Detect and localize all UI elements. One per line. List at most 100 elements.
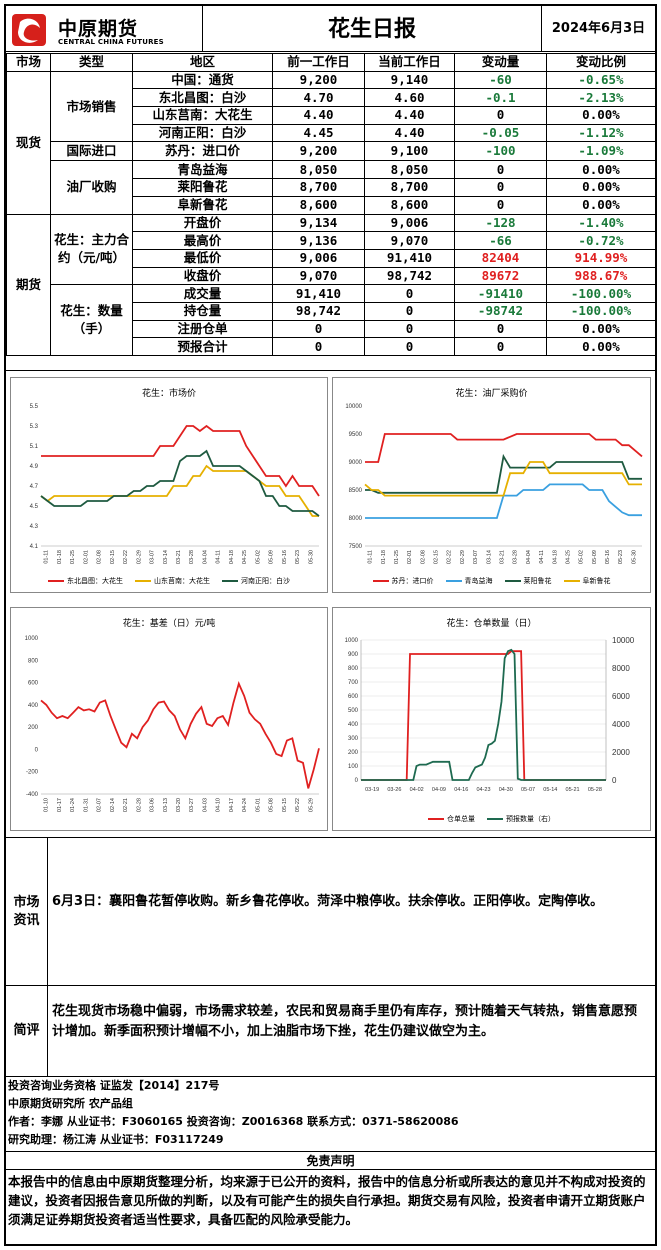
curr-value-cell: 9,006	[364, 213, 455, 233]
legend-swatch	[372, 580, 389, 583]
chart-title: 花生：仓单数量（日）	[446, 618, 537, 628]
curr-value-cell: 4.40	[364, 123, 455, 143]
prev-value-cell: 91,410	[272, 284, 365, 303]
curr-value-cell: 8,700	[364, 178, 455, 197]
x-tick-label: 02-14	[110, 798, 116, 812]
y-tick-label: 400	[28, 703, 39, 709]
prev-value-cell: 4.70	[272, 88, 365, 108]
x-tick-label: 04-18	[229, 550, 235, 564]
legend-label: 山东莒南：大花生	[154, 578, 210, 585]
chart-title: 花生：市场价	[141, 388, 196, 398]
y-tick-label: 400	[348, 722, 359, 728]
report-page: 中原期货 CENTRAL CHINA FUTURES 花生日报 2024年6月3…	[4, 4, 657, 1246]
y-tick-label: 7500	[349, 544, 363, 550]
change-pct-cell: -1.40%	[546, 213, 656, 233]
y-tick-label: 200	[348, 750, 359, 756]
change-pct-cell: -2.13%	[546, 88, 656, 108]
x-tick-label: 05-15	[282, 798, 288, 812]
x-tick-label: 03-13	[163, 798, 169, 812]
logo-icon	[12, 14, 46, 46]
y-tick-label: 5.1	[30, 444, 39, 450]
region-cell: 阜新鲁花	[132, 195, 273, 215]
legend-item: 预报数量（右）	[487, 814, 555, 824]
legend-label: 东北昌图：大花生	[67, 578, 123, 585]
change-cell: 0	[454, 337, 547, 356]
x-tick-label: 05-09	[269, 550, 275, 564]
x-tick-label: 04-10	[216, 798, 222, 812]
y2-tick-label: 10000	[612, 636, 635, 645]
x-tick-label: 02-28	[136, 798, 142, 812]
y-tick-label: 900	[348, 652, 359, 658]
change-cell: 89672	[454, 266, 547, 286]
legend-swatch	[445, 580, 462, 583]
change-cell: -0.05	[454, 123, 547, 143]
prev-value-cell: 0	[272, 337, 365, 356]
x-tick-label: 05-21	[566, 787, 580, 793]
legend-swatch	[563, 580, 580, 583]
section-label: 花生：主力合约（元/吨）	[50, 213, 133, 286]
curr-value-cell: 8,050	[364, 160, 455, 180]
report-date: 2024年6月3日	[551, 21, 646, 36]
header-cell: 变动比例	[546, 53, 656, 72]
x-tick-label: 03-28	[189, 550, 195, 564]
x-tick-label: 05-23	[618, 550, 624, 564]
legend-item: 山东莒南：大花生	[135, 576, 210, 586]
region-cell: 最高价	[132, 231, 273, 250]
y-tick-label: 800	[28, 658, 39, 664]
region-cell: 注册仓单	[132, 319, 273, 339]
oil-mill-price-chart: 花生：油厂采购价 10000 9500 9000 8500 8000 7500 01-11 0…	[332, 377, 651, 593]
change-cell: -0.1	[454, 88, 547, 108]
header-cell: 类型	[50, 53, 133, 72]
table-row: 河南正阳：白沙 4.45 4.40 -0.05 -1.12%	[7, 123, 656, 143]
change-cell: -100	[454, 141, 547, 162]
author-line: 作者：李娜 从业证书：F3060165 投资咨询：Z0016368 联系方式：0…	[8, 1115, 459, 1128]
x-tick-label: 01-11	[368, 550, 374, 564]
x-tick-label: 05-08	[269, 798, 275, 812]
section-label: 期货	[6, 213, 51, 356]
x-tick-label: 05-16	[282, 550, 288, 564]
x-tick-label: 01-17	[57, 798, 63, 812]
series-line	[40, 464, 319, 517]
x-tick-label: 04-02	[410, 787, 424, 793]
section-label: 市场销售	[50, 70, 133, 143]
disclaimer-text: 本报告中的信息由中原期货整理分析，均来源于已公开的资料，报告中的信息分析或所表达…	[6, 1169, 655, 1231]
change-cell: 0	[454, 178, 547, 197]
series-line	[40, 681, 320, 789]
chart-plot: 1000 800 600 400 200 0 -200 -400 01-10 01-17 01-24…	[25, 636, 320, 812]
y-tick-label: 100	[348, 764, 359, 770]
y-tick-label: 600	[28, 681, 39, 687]
legend-label: 河南正阳：白沙	[241, 578, 290, 585]
x-tick-label: 04-03	[202, 798, 208, 812]
region-cell: 莱阳鲁花	[132, 178, 273, 197]
series-line	[364, 461, 642, 497]
x-tick-label: 02-29	[136, 550, 142, 564]
report-title: 花生日报	[202, 6, 542, 52]
x-tick-label: 05-16	[605, 550, 611, 564]
series-line	[365, 433, 643, 463]
y-tick-label: 10000	[345, 404, 362, 410]
change-cell: -91410	[454, 284, 547, 303]
y-tick-label: 1000	[25, 636, 39, 642]
prev-value-cell: 9,136	[272, 231, 365, 250]
legend-item: 阜新鲁花	[563, 576, 611, 586]
change-pct-cell: 914.99%	[546, 248, 656, 268]
x-tick-label: 02-08	[420, 550, 426, 564]
region-cell: 青岛益海	[132, 160, 273, 180]
series-line	[361, 648, 606, 781]
change-pct-cell: -0.65%	[546, 70, 656, 90]
y2-tick-label: 6000	[612, 692, 630, 701]
curr-value-cell: 0	[364, 284, 455, 303]
y-tick-label: 800	[348, 666, 359, 672]
x-tick-label: 04-16	[454, 787, 468, 793]
header-cell: 地区	[132, 53, 273, 72]
curr-value-cell: 4.40	[364, 106, 455, 125]
chart-legend: 仓单总量 预报数量（右）	[333, 814, 650, 824]
legend-label: 青岛益海	[464, 578, 493, 585]
table-row: 期货 花生：主力合约（元/吨） 开盘价 9,134 9,006 -128 -1.40%	[6, 213, 656, 356]
chart-legend: 东北昌图：大花生 山东莒南：大花生 河南正阳：白沙	[11, 576, 327, 586]
chart-title: 花生：基差（日）元/吨	[122, 618, 216, 628]
review-section: 简评 花生现货市场稳中偏弱，市场需求较差，农民和贸易商手里仍有库存，预计随着天气…	[6, 985, 655, 1076]
x-tick-label: 05-28	[588, 787, 602, 793]
region-cell: 中国：通货	[132, 70, 273, 90]
x-tick-label: 05-14	[543, 787, 557, 793]
